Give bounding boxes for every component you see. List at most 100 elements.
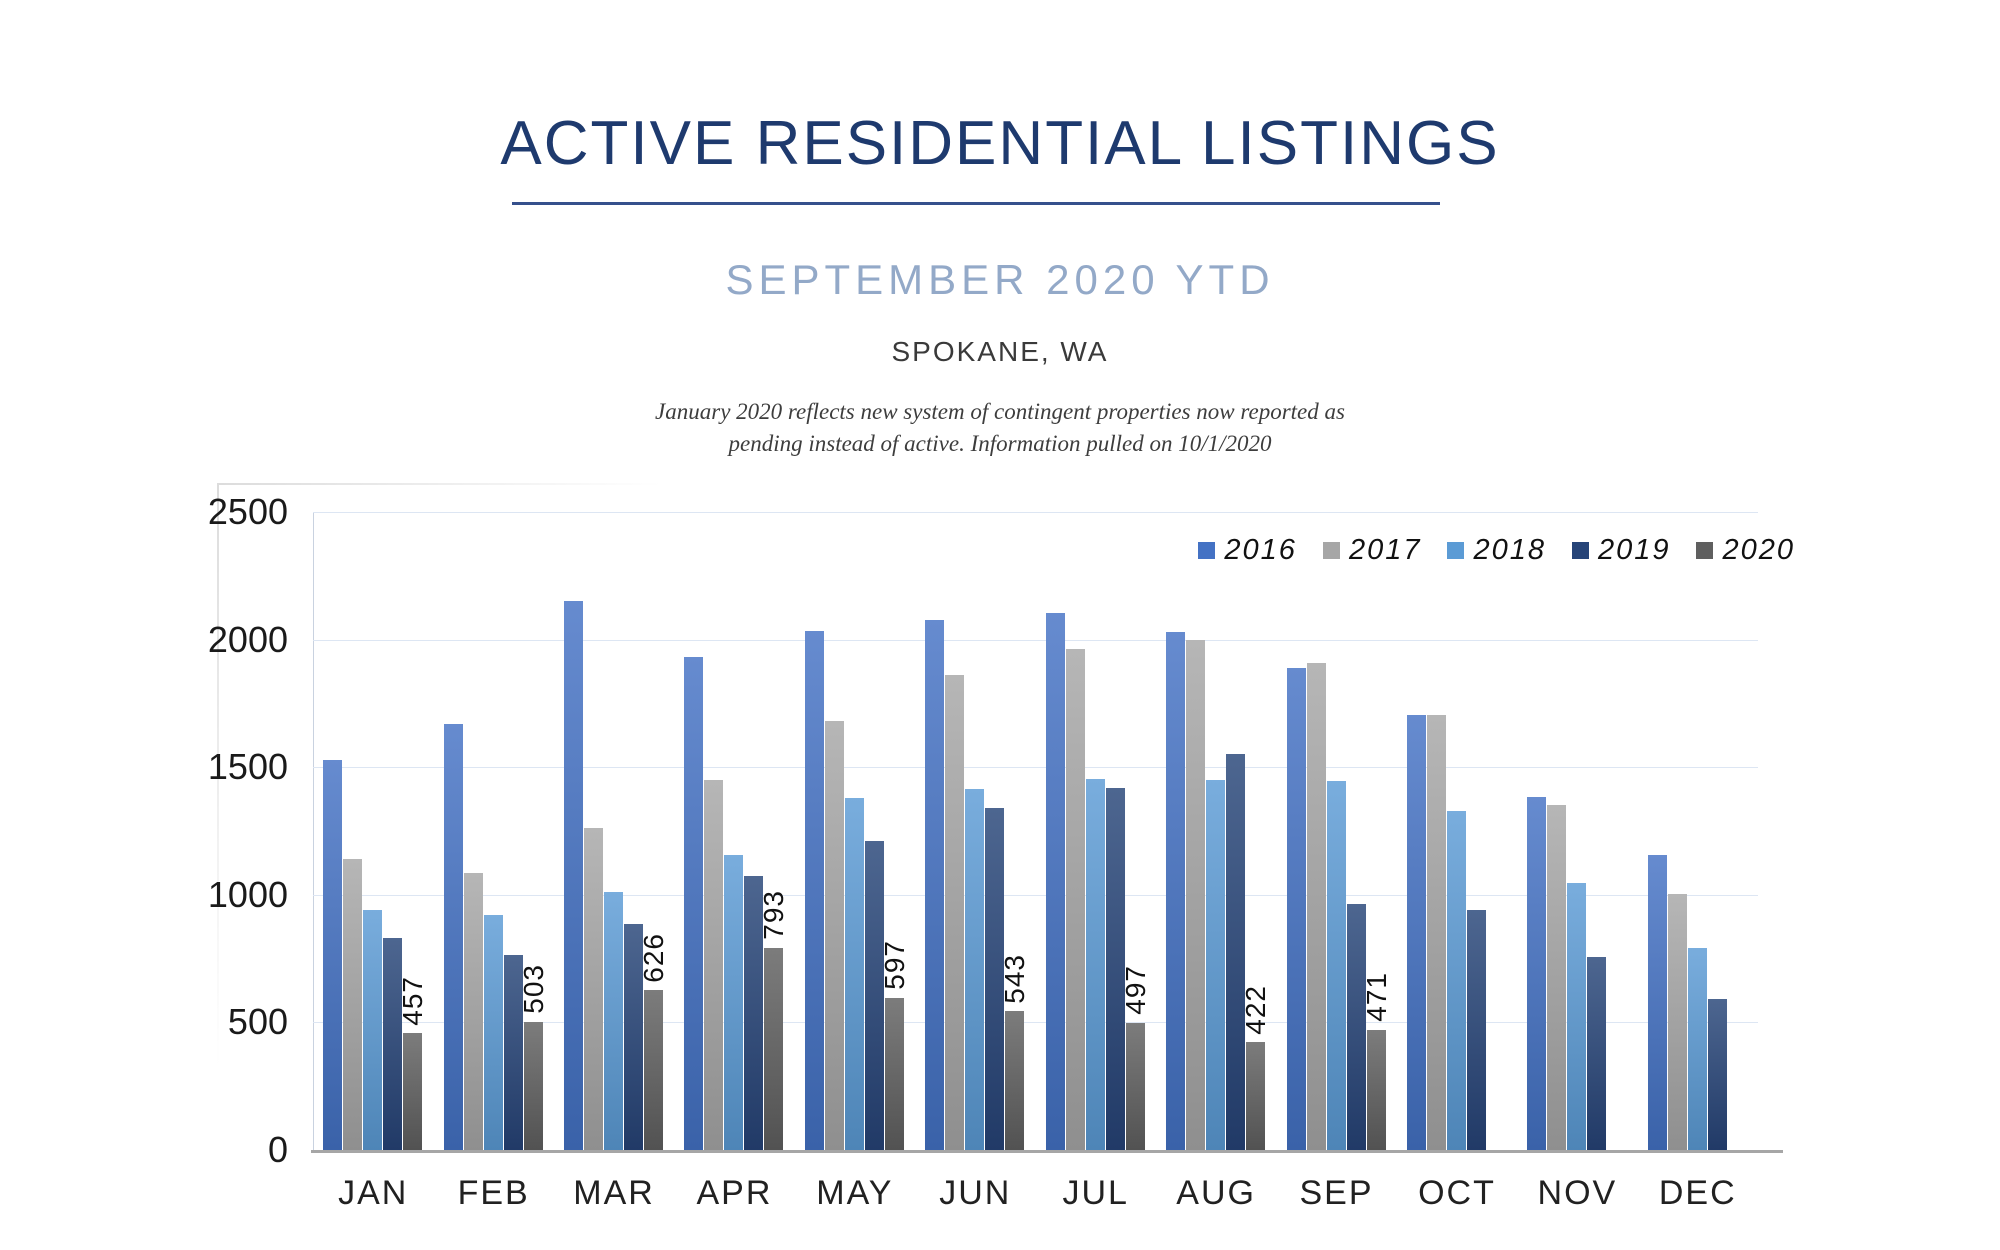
bar-2020-mar [644,990,664,1150]
bar-2018-jun [965,788,985,1150]
bar-2018-feb [483,915,503,1150]
legend-item-2019: 2019 [1571,534,1671,567]
x-tick-label-dec: DEC [1658,1174,1737,1212]
legend-swatch-2017 [1322,542,1340,559]
bar-2019-jun [985,808,1005,1150]
page-title: ACTIVE RESIDENTIAL LISTINGS [500,109,1500,178]
bar-2018-jul [1085,778,1105,1150]
data-label-2020-sep: 471 [1360,972,1392,1022]
y-tick-label-2000: 2000 [207,618,288,660]
bar-2017-sep [1306,662,1326,1150]
bar-2017-may [824,721,844,1150]
bar-2016-may [804,630,824,1150]
bar-2018-dec [1687,948,1707,1150]
legend-item-2017: 2017 [1322,534,1422,567]
bar-2016-dec [1647,855,1667,1150]
bar-2020-aug [1246,1042,1266,1150]
bar-2019-aug [1226,754,1246,1150]
bar-2019-jul [1105,787,1125,1150]
bar-2017-jan [343,859,363,1150]
bar-2019-may [864,841,884,1150]
bar-2018-oct [1446,810,1466,1150]
legend-label-2017: 2017 [1348,534,1422,566]
legend-label-2018: 2018 [1473,534,1546,566]
plot-area: 457 503 626 793 597 543 497 422 471 [313,512,1758,1150]
x-axis-line [311,1150,1783,1153]
bar-2018-sep [1326,781,1346,1150]
bar-2017-mar [584,828,604,1150]
chart-footnote: January 2020 reflects new system of cont… [0,396,2000,460]
legend-item-2018: 2018 [1447,534,1546,567]
bar-2016-mar [564,601,584,1150]
bar-2016-aug [1166,631,1186,1150]
bar-2016-jan [323,759,343,1150]
data-label-2020-feb: 503 [517,963,549,1014]
chart-legend: 2016 2017 2018 2019 2020 [1198,534,1795,567]
legend-item-2020: 2020 [1696,534,1795,567]
x-tick-label-sep: SEP [1299,1174,1374,1212]
legend-label-2016: 2016 [1224,534,1297,566]
bar-2020-may [884,997,904,1150]
x-tick-label-may: MAY [816,1174,894,1212]
bar-2020-apr [764,947,784,1150]
gridline-2000 [313,639,1758,641]
bar-2016-nov [1527,796,1547,1150]
bar-2018-mar [604,892,624,1150]
legend-item-2016: 2016 [1198,534,1297,567]
gridline-500 [313,1022,1758,1024]
bar-2019-dec [1707,999,1727,1150]
bar-2020-sep [1366,1029,1386,1150]
data-label-2020-may: 597 [878,939,910,990]
y-axis-line [313,512,314,1150]
bar-2017-nov [1547,805,1567,1150]
title-underline [512,202,1440,205]
bar-2019-sep [1346,903,1366,1150]
legend-swatch-2019 [1571,542,1589,559]
x-tick-label-feb: FEB [457,1174,530,1212]
footnote-line-1: January 2020 reflects new system of cont… [655,399,1345,424]
x-tick-label-oct: OCT [1418,1174,1496,1212]
bar-2016-feb [443,723,463,1150]
bar-2018-apr [724,855,744,1150]
data-label-2020-jun: 543 [999,953,1031,1004]
bar-2018-aug [1206,779,1226,1150]
gridline-2500 [313,512,1758,513]
textbox-border-artifact-left [217,483,219,1068]
y-tick-label-1000: 1000 [207,873,288,915]
bar-2019-jan [383,938,403,1150]
textbox-border-artifact-top [217,483,662,485]
footnote-line-2: pending instead of active. Information p… [728,431,1272,456]
bar-2017-jun [945,675,965,1150]
bar-2017-dec [1667,893,1687,1150]
bar-2017-aug [1186,639,1206,1150]
legend-swatch-2018 [1447,542,1465,559]
bar-2020-feb [523,1021,543,1150]
bar-2017-oct [1426,714,1446,1150]
y-tick-label-500: 500 [227,1001,288,1043]
bar-2019-mar [624,924,644,1150]
x-tick-label-jul: JUL [1062,1174,1129,1212]
bar-2020-jun [1005,1011,1025,1150]
y-tick-label-2500: 2500 [207,491,288,532]
y-tick-label-1500: 1500 [207,746,288,788]
data-label-2020-mar: 626 [638,932,670,983]
legend-swatch-2020 [1696,542,1714,559]
bar-2019-nov [1587,957,1607,1150]
bar-2016-jul [1045,612,1065,1150]
bar-2018-nov [1567,883,1587,1150]
bar-2018-may [844,797,864,1150]
y-tick-label-0: 0 [267,1129,288,1170]
bar-2019-feb [503,954,523,1150]
x-tick-label-jun: JUN [939,1174,1012,1212]
bar-2016-oct [1406,714,1426,1150]
bar-2016-apr [684,657,704,1150]
bar-2019-apr [744,875,764,1150]
bar-2016-jun [925,620,945,1150]
bar-2017-jul [1065,648,1085,1150]
legend-swatch-2016 [1198,542,1216,559]
data-label-2020-apr: 793 [758,889,790,940]
x-tick-label-mar: MAR [573,1174,655,1212]
bar-2020-jan [403,1033,423,1150]
gridline-1000 [313,894,1758,896]
